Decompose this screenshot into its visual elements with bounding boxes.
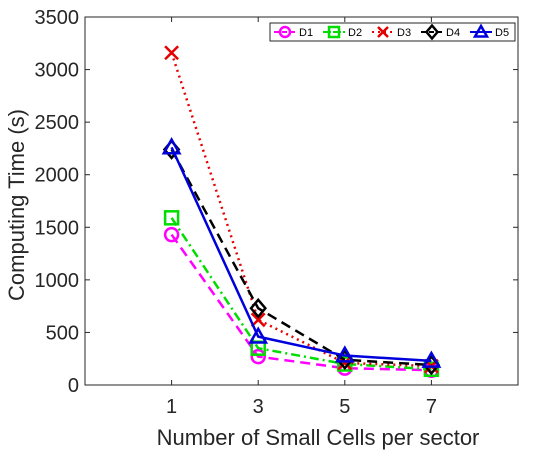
series-d5 bbox=[161, 137, 442, 368]
legend-label: D2 bbox=[348, 27, 362, 39]
data-point-x bbox=[377, 26, 389, 38]
series-line-d5 bbox=[170, 146, 432, 363]
x-tick-label: 1 bbox=[166, 396, 177, 418]
y-tick-label: 3500 bbox=[35, 7, 80, 29]
series-line-d2 bbox=[170, 217, 432, 371]
legend: D1 D2 D3 D4 D5 bbox=[269, 22, 516, 42]
x-axis-title: Number of Small Cells per sector bbox=[157, 425, 480, 450]
data-point-x bbox=[250, 312, 266, 328]
data-point-circle bbox=[250, 348, 266, 365]
y-tick-label: 500 bbox=[46, 322, 79, 344]
legend-item-d5: D5 bbox=[470, 23, 509, 39]
x-tick-label: 3 bbox=[253, 396, 264, 418]
data-point-diamond bbox=[424, 23, 440, 41]
legend-label: D1 bbox=[299, 27, 313, 39]
series-d3 bbox=[164, 45, 439, 374]
x-tick-label: 7 bbox=[426, 396, 437, 418]
y-tick-label: 0 bbox=[68, 375, 79, 397]
x-tick-label: 5 bbox=[339, 396, 350, 418]
series-line-d4 bbox=[170, 148, 432, 367]
legend-label: D4 bbox=[446, 27, 460, 39]
series-group bbox=[161, 45, 442, 379]
data-point-x bbox=[164, 45, 179, 61]
legend-item-d2: D2 bbox=[323, 25, 362, 39]
data-point-diamond bbox=[249, 297, 267, 319]
legend-label: D3 bbox=[397, 27, 411, 39]
data-point-triangle bbox=[334, 345, 355, 363]
y-tick-label: 2500 bbox=[35, 112, 80, 134]
data-point-square bbox=[327, 25, 341, 39]
data-point-circle bbox=[163, 226, 180, 243]
data-point-square bbox=[163, 210, 180, 226]
data-point-square bbox=[423, 361, 440, 377]
data-point-triangle bbox=[248, 326, 269, 344]
data-point-circle bbox=[278, 25, 292, 39]
y-tick-label: 2000 bbox=[35, 165, 80, 187]
series-line-d1 bbox=[170, 233, 432, 372]
plot-frame bbox=[84, 16, 519, 386]
axes: 0 500 1000 1500 2000 2500 3000 3500 1 3 5 7 bbox=[35, 7, 519, 418]
y-tick-label: 1500 bbox=[35, 217, 80, 239]
y-axis-title: Computing Time (s) bbox=[4, 109, 29, 301]
data-point-triangle bbox=[421, 350, 442, 368]
legend-label: D5 bbox=[495, 27, 509, 39]
legend-item-d1: D1 bbox=[274, 25, 313, 39]
y-tick-label: 1000 bbox=[35, 270, 80, 292]
y-tick-label: 3000 bbox=[35, 60, 80, 82]
data-point-triangle bbox=[161, 137, 182, 155]
series-line-d3 bbox=[170, 52, 432, 368]
legend-item-d4: D4 bbox=[421, 23, 460, 41]
data-point-triangle bbox=[472, 23, 490, 38]
legend-item-d3: D3 bbox=[372, 26, 411, 39]
